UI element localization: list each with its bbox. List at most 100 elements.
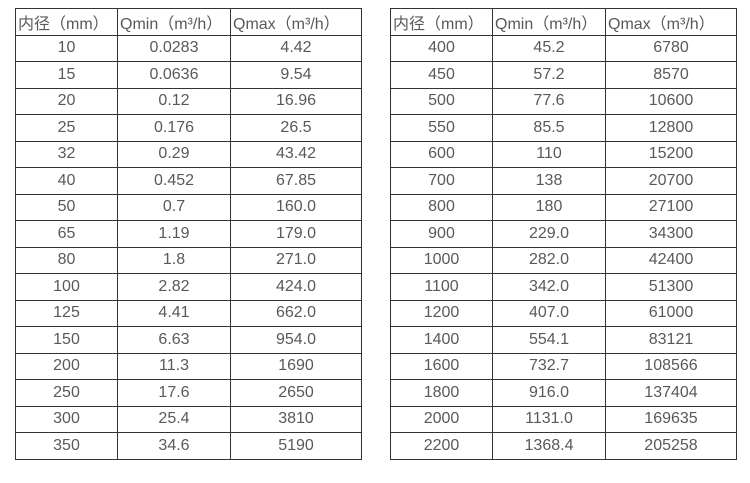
qmax-cell: 954.0: [230, 326, 362, 354]
qmin-cell: 34.6: [117, 432, 231, 460]
qmin-cell: 77.6: [492, 87, 606, 115]
qmin-cell: 138: [492, 167, 606, 195]
header-row: 内径（mm） Qmin（m³/h） Qmax（m³/h）: [390, 8, 737, 36]
diameter-cell: 32: [15, 140, 118, 168]
qmin-cell: 1131.0: [492, 405, 606, 433]
diameter-cell: 900: [390, 220, 493, 248]
table-row: 350 34.6 5190: [15, 432, 362, 460]
col-header-diameter: 内径（mm）: [15, 8, 118, 36]
qmax-cell: 51300: [605, 273, 737, 301]
qmax-cell: 67.85: [230, 167, 362, 195]
diameter-cell: 1800: [390, 379, 493, 407]
qmax-cell: 43.42: [230, 140, 362, 168]
col-header-qmin: Qmin（m³/h）: [117, 8, 231, 36]
diameter-cell: 550: [390, 114, 493, 142]
diameter-cell: 2200: [390, 432, 493, 460]
diameter-cell: 200: [15, 352, 118, 380]
qmax-cell: 83121: [605, 326, 737, 354]
diameter-cell: 800: [390, 193, 493, 221]
diameter-cell: 150: [15, 326, 118, 354]
table-row: 100 2.82 424.0: [15, 273, 362, 301]
diameter-cell: 10: [15, 34, 118, 62]
table-row: 300 25.4 3810: [15, 405, 362, 433]
qmin-cell: 282.0: [492, 246, 606, 274]
qmax-cell: 424.0: [230, 273, 362, 301]
table-row: 20 0.12 16.96: [15, 87, 362, 115]
qmin-cell: 732.7: [492, 352, 606, 380]
qmax-cell: 61000: [605, 299, 737, 327]
qmin-cell: 0.0636: [117, 61, 231, 89]
diameter-cell: 300: [15, 405, 118, 433]
table-row: 50 0.7 160.0: [15, 193, 362, 221]
diameter-cell: 65: [15, 220, 118, 248]
qmin-cell: 407.0: [492, 299, 606, 327]
qmin-cell: 57.2: [492, 61, 606, 89]
qmin-cell: 6.63: [117, 326, 231, 354]
qmax-cell: 662.0: [230, 299, 362, 327]
table-row: 500 77.6 10600: [390, 87, 737, 115]
table-row: 1400 554.1 83121: [390, 326, 737, 354]
table-row: 800 180 27100: [390, 193, 737, 221]
table-row: 1800 916.0 137404: [390, 379, 737, 407]
table-row: 900 229.0 34300: [390, 220, 737, 248]
table-row: 1100 342.0 51300: [390, 273, 737, 301]
diameter-cell: 1100: [390, 273, 493, 301]
diameter-cell: 125: [15, 299, 118, 327]
diameter-cell: 1400: [390, 326, 493, 354]
qmin-cell: 0.7: [117, 193, 231, 221]
qmax-cell: 5190: [230, 432, 362, 460]
table-row: 65 1.19 179.0: [15, 220, 362, 248]
table-row: 1000 282.0 42400: [390, 246, 737, 274]
qmin-cell: 110: [492, 140, 606, 168]
qmax-cell: 6780: [605, 34, 737, 62]
table-row: 125 4.41 662.0: [15, 299, 362, 327]
qmin-cell: 45.2: [492, 34, 606, 62]
table-row: 2000 1131.0 169635: [390, 405, 737, 433]
qmin-cell: 554.1: [492, 326, 606, 354]
diameter-cell: 20: [15, 87, 118, 115]
qmin-cell: 17.6: [117, 379, 231, 407]
col-header-qmin: Qmin（m³/h）: [492, 8, 606, 36]
diameter-cell: 450: [390, 61, 493, 89]
qmax-cell: 2650: [230, 379, 362, 407]
diameter-cell: 80: [15, 246, 118, 274]
qmax-cell: 8570: [605, 61, 737, 89]
qmax-cell: 3810: [230, 405, 362, 433]
table-row: 150 6.63 954.0: [15, 326, 362, 354]
table-row: 700 138 20700: [390, 167, 737, 195]
col-header-qmax: Qmax（m³/h）: [230, 8, 362, 36]
table-row: 550 85.5 12800: [390, 114, 737, 142]
qmax-cell: 137404: [605, 379, 737, 407]
table-row: 1600 732.7 108566: [390, 352, 737, 380]
diameter-cell: 1000: [390, 246, 493, 274]
qmin-cell: 2.82: [117, 273, 231, 301]
header-row: 内径（mm） Qmin（m³/h） Qmax（m³/h）: [15, 8, 362, 36]
table-row: 32 0.29 43.42: [15, 140, 362, 168]
qmax-cell: 34300: [605, 220, 737, 248]
table-row: 250 17.6 2650: [15, 379, 362, 407]
qmax-cell: 20700: [605, 167, 737, 195]
qmax-cell: 179.0: [230, 220, 362, 248]
qmax-cell: 1690: [230, 352, 362, 380]
qmax-cell: 205258: [605, 432, 737, 460]
diameter-cell: 250: [15, 379, 118, 407]
qmin-cell: 1368.4: [492, 432, 606, 460]
qmin-cell: 4.41: [117, 299, 231, 327]
diameter-cell: 25: [15, 114, 118, 142]
qmax-cell: 271.0: [230, 246, 362, 274]
diameter-cell: 100: [15, 273, 118, 301]
qmax-cell: 9.54: [230, 61, 362, 89]
table-row: 40 0.452 67.85: [15, 167, 362, 195]
col-header-qmax: Qmax（m³/h）: [605, 8, 737, 36]
qmin-cell: 0.452: [117, 167, 231, 195]
qmax-cell: 108566: [605, 352, 737, 380]
diameter-cell: 700: [390, 167, 493, 195]
flow-spec-page: 内径（mm） Qmin（m³/h） Qmax（m³/h） 10 0.0283 4.4…: [15, 8, 737, 460]
diameter-cell: 500: [390, 87, 493, 115]
qmax-cell: 27100: [605, 193, 737, 221]
diameter-cell: 350: [15, 432, 118, 460]
qmin-cell: 0.12: [117, 87, 231, 115]
qmax-cell: 42400: [605, 246, 737, 274]
table-row: 15 0.0636 9.54: [15, 61, 362, 89]
flow-spec-table-small-diameters: 内径（mm） Qmin（m³/h） Qmax（m³/h） 10 0.0283 4.4…: [15, 8, 362, 460]
